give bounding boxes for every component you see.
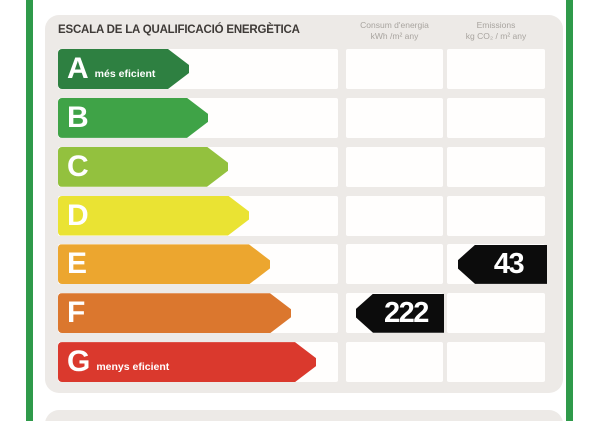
rating-arrow-g-icon: G menys eficient bbox=[58, 342, 316, 382]
scale-cell-d: D bbox=[58, 195, 338, 236]
right-green-border-bar bbox=[566, 0, 573, 421]
consum-cell-g bbox=[346, 342, 443, 383]
rating-row-a: A més eficient bbox=[45, 49, 563, 89]
emissions-cell-g bbox=[447, 342, 545, 383]
consum-header-line2: kWh /m² any bbox=[370, 31, 419, 41]
rating-letter-d: D bbox=[67, 198, 88, 232]
scale-header: ESCALA DE LA QUALIFICACIÓ ENERGÈTICA Con… bbox=[45, 15, 563, 49]
rating-row-f: F 222 bbox=[45, 293, 563, 334]
rating-letter-g: G bbox=[67, 345, 90, 379]
emissions-value-badge: 43 bbox=[458, 244, 547, 284]
scale-cell-c: C bbox=[58, 146, 338, 187]
most-efficient-label: més eficient bbox=[94, 68, 156, 80]
scale-cell-f: F bbox=[58, 293, 338, 334]
consum-cell-c bbox=[346, 146, 443, 187]
consum-cell-e bbox=[346, 244, 443, 285]
rating-row-d: D bbox=[45, 195, 563, 236]
left-green-border-bar bbox=[26, 0, 33, 421]
consum-cell-f: 222 bbox=[346, 293, 444, 334]
next-section-panel-top bbox=[45, 410, 563, 421]
rating-letter-f: F bbox=[67, 296, 85, 330]
scale-cell-a: A més eficient bbox=[58, 49, 338, 89]
rating-row-b: B bbox=[45, 97, 563, 138]
consum-cell-d bbox=[346, 195, 443, 236]
rating-letter-e: E bbox=[67, 247, 87, 281]
consum-cell-b bbox=[346, 97, 443, 138]
rating-letter-c: C bbox=[67, 149, 88, 183]
emissions-header-line1: Emissions bbox=[476, 20, 516, 30]
rating-row-e: E 43 bbox=[45, 244, 563, 285]
scale-cell-b: B bbox=[58, 97, 338, 138]
rating-arrow-d-icon: D bbox=[58, 196, 249, 236]
emissions-cell-b bbox=[447, 97, 545, 138]
rating-arrow-a-icon: A més eficient bbox=[58, 49, 189, 89]
consum-cell-a bbox=[346, 49, 443, 89]
consum-value-badge: 222 bbox=[356, 293, 444, 333]
rating-letter-b: B bbox=[67, 100, 88, 134]
emissions-column-header: Emissions kg CO₂ / m² any bbox=[447, 20, 545, 42]
energy-rating-scale-panel: ESCALA DE LA QUALIFICACIÓ ENERGÈTICA Con… bbox=[45, 15, 563, 393]
emissions-cell-d bbox=[447, 195, 545, 236]
rating-arrow-c-icon: C bbox=[58, 147, 228, 187]
scale-cell-g: G menys eficient bbox=[58, 342, 338, 383]
emissions-cell-c bbox=[447, 146, 545, 187]
least-efficient-label: menys eficient bbox=[96, 361, 170, 374]
rating-arrow-e-icon: E bbox=[58, 244, 270, 284]
scale-title: ESCALA DE LA QUALIFICACIÓ ENERGÈTICA bbox=[58, 24, 300, 36]
emissions-header-line2: kg CO₂ / m² any bbox=[465, 31, 527, 41]
emissions-cell-e: 43 bbox=[447, 244, 547, 285]
consum-header-line1: Consum d'energia bbox=[360, 20, 429, 30]
emissions-cell-f bbox=[447, 293, 545, 334]
rating-letter-a: A bbox=[67, 52, 88, 85]
consum-column-header: Consum d'energia kWh /m² any bbox=[346, 20, 443, 42]
scale-cell-e: E bbox=[58, 244, 338, 285]
rating-row-g: G menys eficient bbox=[45, 342, 563, 383]
rating-row-c: C bbox=[45, 146, 563, 187]
rating-arrow-f-icon: F bbox=[58, 293, 291, 333]
emissions-cell-a bbox=[447, 49, 545, 89]
rating-rows: A més eficient B C bbox=[45, 49, 563, 383]
rating-arrow-b-icon: B bbox=[58, 98, 208, 138]
